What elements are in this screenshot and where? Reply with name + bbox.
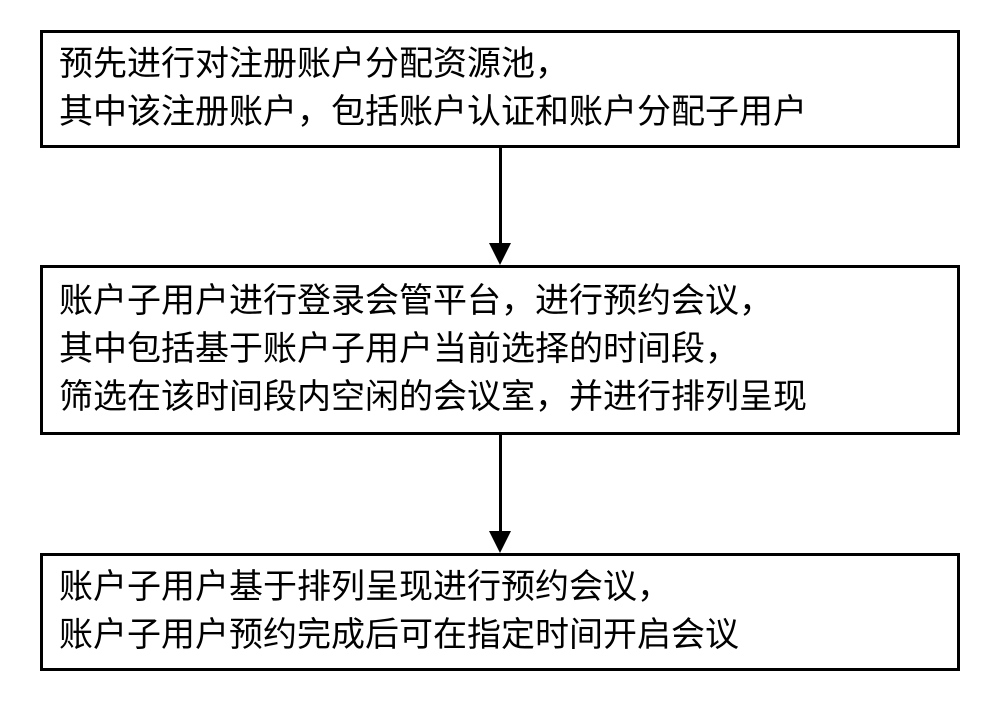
flow-node-1: 预先进行对注册账户分配资源池， 其中该注册账户，包括账户认证和账户分配子用户 [40, 30, 960, 148]
flow-node-1-line-1: 预先进行对注册账户分配资源池， [59, 41, 941, 89]
flow-node-3-line-2: 账户子用户预约完成后可在指定时间开启会议 [59, 612, 941, 660]
flow-edge-1-line [499, 148, 502, 243]
flow-node-2-line-3: 筛选在该时间段内空闲的会议室，并进行排列呈现 [59, 374, 941, 422]
flow-edge-2-line [499, 435, 502, 531]
flowchart-canvas: 预先进行对注册账户分配资源池， 其中该注册账户，包括账户认证和账户分配子用户 账… [0, 0, 1000, 713]
flow-edge-1-arrowhead-icon [489, 243, 511, 265]
flow-edge-2-arrowhead-icon [489, 531, 511, 553]
flow-node-1-line-2: 其中该注册账户，包括账户认证和账户分配子用户 [59, 89, 941, 137]
flow-node-3: 账户子用户基于排列呈现进行预约会议， 账户子用户预约完成后可在指定时间开启会议 [40, 553, 960, 671]
flow-node-2: 账户子用户进行登录会管平台，进行预约会议， 其中包括基于账户子用户当前选择的时间… [40, 265, 960, 435]
flow-node-2-line-1: 账户子用户进行登录会管平台，进行预约会议， [59, 278, 941, 326]
flow-node-3-line-1: 账户子用户基于排列呈现进行预约会议， [59, 564, 941, 612]
flow-node-2-line-2: 其中包括基于账户子用户当前选择的时间段， [59, 326, 941, 374]
